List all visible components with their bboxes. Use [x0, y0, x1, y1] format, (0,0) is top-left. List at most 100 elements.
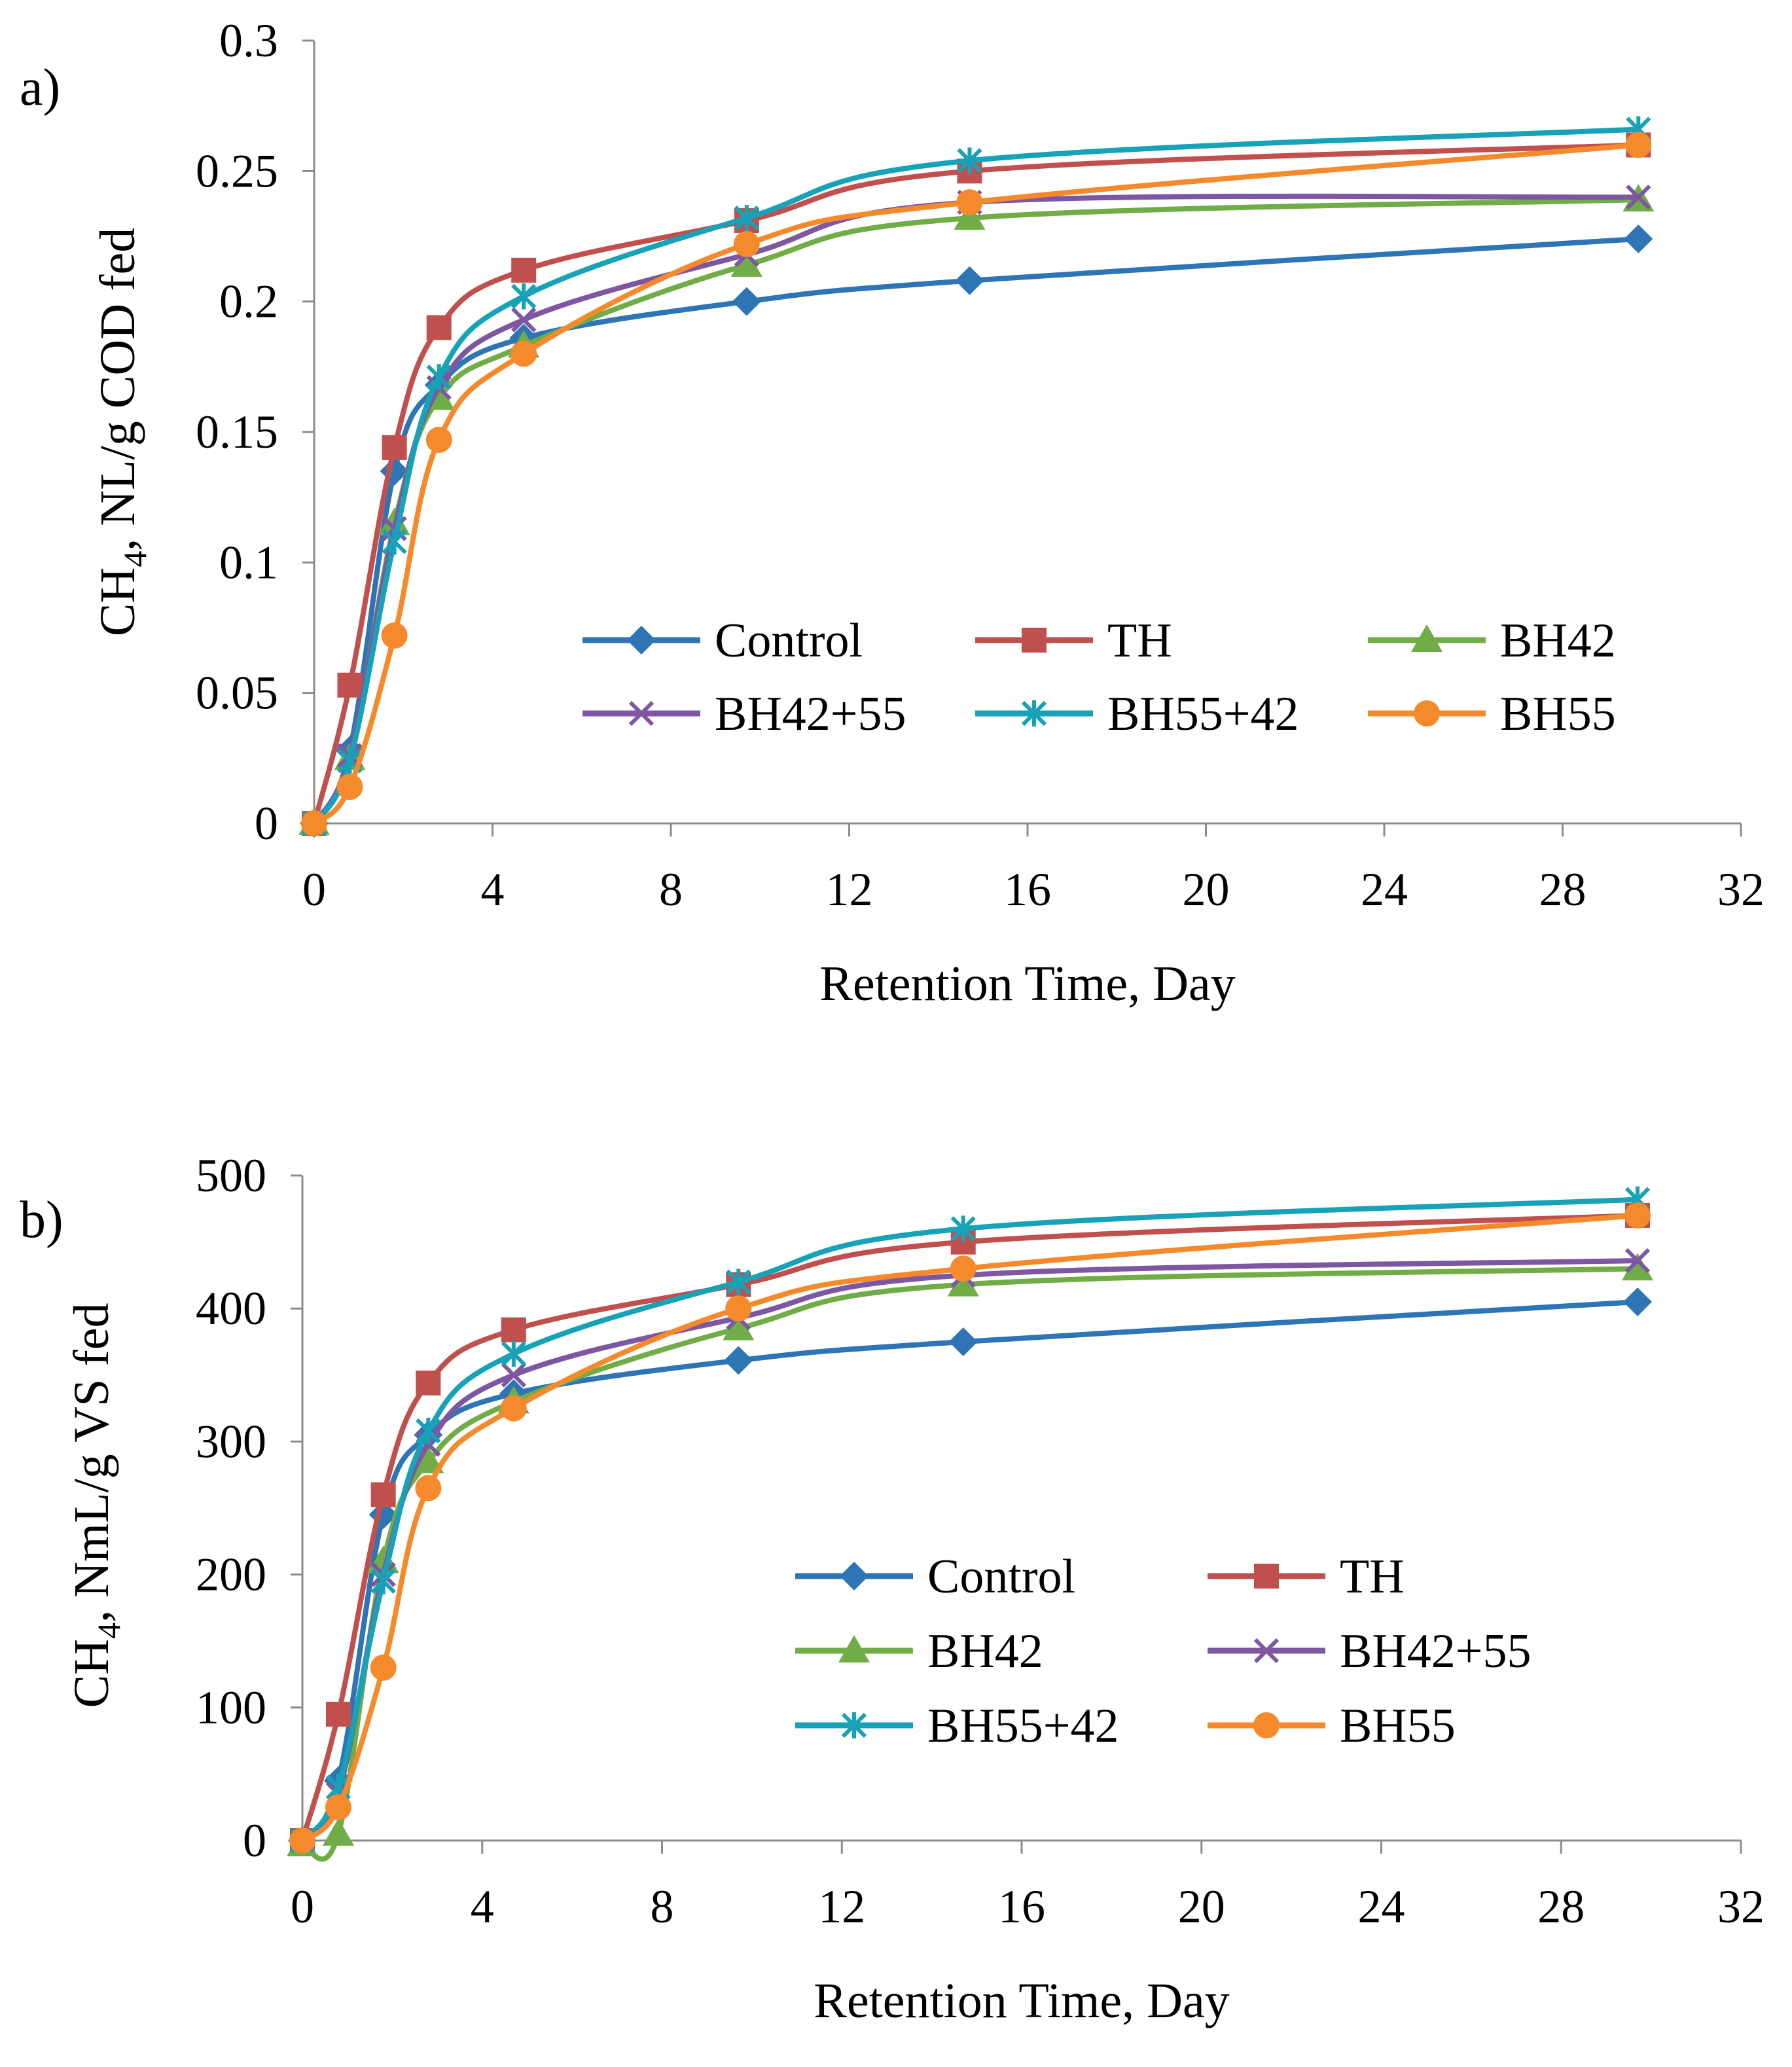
data-point [726, 1268, 751, 1295]
x-tick-label: 12 [818, 1880, 865, 1933]
x-tick-label: 4 [471, 1880, 494, 1933]
data-point [370, 1654, 397, 1681]
legend-label: Control [927, 1550, 1075, 1604]
data-point [412, 1445, 444, 1473]
legend-item: Control [795, 1550, 1075, 1604]
legend-item: TH [975, 614, 1172, 668]
data-point [381, 622, 408, 649]
series-line [300, 1212, 1641, 1843]
data-point [1624, 1202, 1651, 1229]
data-point [382, 528, 407, 555]
panel-label: b) [20, 1191, 63, 1249]
y-axis-title-subscript: 4 [116, 551, 153, 567]
legend-item: BH42 [795, 1625, 1043, 1678]
data-point [415, 1475, 442, 1501]
series-line [312, 197, 1641, 826]
legend-marker [628, 700, 654, 727]
series-line [300, 1196, 1641, 1843]
data-point [957, 147, 982, 174]
legend-marker [841, 1712, 867, 1738]
data-point [425, 426, 452, 453]
y-axis-title-rest: , NmL/g VS fed [64, 1303, 119, 1623]
y-tick-label: 500 [196, 1149, 266, 1202]
y-axis-title: CH4, NL/g COD fed [90, 228, 153, 637]
x-tick-label: 4 [481, 863, 505, 916]
legend-label: Control [715, 614, 863, 668]
data-point [416, 1370, 441, 1395]
data-point [947, 1268, 979, 1297]
data-point [289, 1827, 315, 1854]
data-point [1622, 1253, 1654, 1281]
data-point [1624, 1248, 1651, 1274]
data-point [734, 205, 759, 232]
legend-item: BH55+42 [795, 1699, 1119, 1753]
legend-item: BH55 [1368, 687, 1616, 741]
legend-marker [1021, 700, 1047, 727]
legend-label: BH55+42 [927, 1699, 1119, 1753]
data-point [725, 1295, 752, 1322]
x-tick-label: 32 [1717, 863, 1765, 916]
data-point [370, 1568, 396, 1594]
series-th [290, 1202, 1651, 1853]
data-point [950, 1255, 977, 1282]
legend-marker [1253, 1712, 1280, 1738]
series-line [300, 1212, 1641, 1843]
x-tick-label: 20 [1183, 863, 1230, 916]
y-axis-title-base: CH [64, 1639, 119, 1708]
x-tick-label: 0 [291, 1880, 314, 1933]
x-tick-label: 28 [1539, 863, 1586, 916]
x-tick-label: 20 [1178, 1880, 1225, 1933]
legend-item: BH42+55 [1208, 1625, 1532, 1678]
data-point [501, 1362, 526, 1388]
data-point [955, 266, 984, 295]
y-tick-label: 100 [196, 1681, 266, 1734]
legend-label: BH55+42 [1107, 687, 1299, 741]
chart-panel-a: 0 4 8 12 16 20 24 28 32 0 0.05 0.1 0.15 0.2 0.25 0.3 Ret… [20, 14, 1765, 1011]
legend-label: TH [1107, 614, 1172, 668]
data-point [730, 249, 762, 277]
series-line [312, 142, 1641, 826]
data-point [501, 1340, 526, 1367]
legend-label: BH55 [1500, 687, 1616, 741]
data-point [337, 672, 363, 698]
y-axis-title-subscript: 4 [90, 1623, 127, 1639]
data-point [1623, 1287, 1653, 1317]
x-tick-label: 0 [302, 863, 326, 916]
data-point [511, 257, 537, 283]
data-point [325, 1701, 351, 1727]
y-tick-label: 0.1 [219, 536, 278, 588]
data-point [1624, 224, 1653, 253]
series-bh55 [301, 132, 1652, 836]
legend-marker [840, 1562, 869, 1591]
y-axis-title: CH4, NmL/g VS fed [64, 1303, 127, 1708]
data-point [954, 202, 986, 230]
series-line [312, 126, 1641, 826]
legend-marker [1022, 628, 1047, 653]
data-point [948, 1327, 978, 1356]
y-tick-label: 400 [196, 1282, 266, 1335]
data-point [370, 1482, 396, 1507]
x-tick-label: 12 [826, 863, 873, 916]
legend-label: BH55 [1340, 1699, 1456, 1753]
data-point [501, 1317, 526, 1342]
legend-item: BH42 [1368, 614, 1616, 668]
legend-marker [1253, 1638, 1280, 1664]
series-line [312, 142, 1641, 826]
legend-marker [1254, 1564, 1279, 1589]
data-point [956, 189, 983, 216]
data-point [511, 283, 537, 310]
series-control [300, 224, 1653, 838]
legend-marker [838, 1635, 870, 1663]
legend-label: BH42+55 [1340, 1625, 1532, 1678]
data-point [301, 810, 327, 836]
legend-item: BH42+55 [582, 687, 906, 741]
legend-item: BH55 [1208, 1699, 1456, 1753]
y-axis-title-rest: , NL/g COD fed [90, 228, 145, 551]
data-point [723, 1312, 755, 1340]
y-tick-label: 0.05 [196, 667, 278, 719]
series-bh55 [289, 1202, 1651, 1854]
y-tick-label: 0.25 [196, 145, 278, 197]
data-point [950, 1215, 976, 1242]
y-tick-label: 0 [243, 1814, 266, 1867]
